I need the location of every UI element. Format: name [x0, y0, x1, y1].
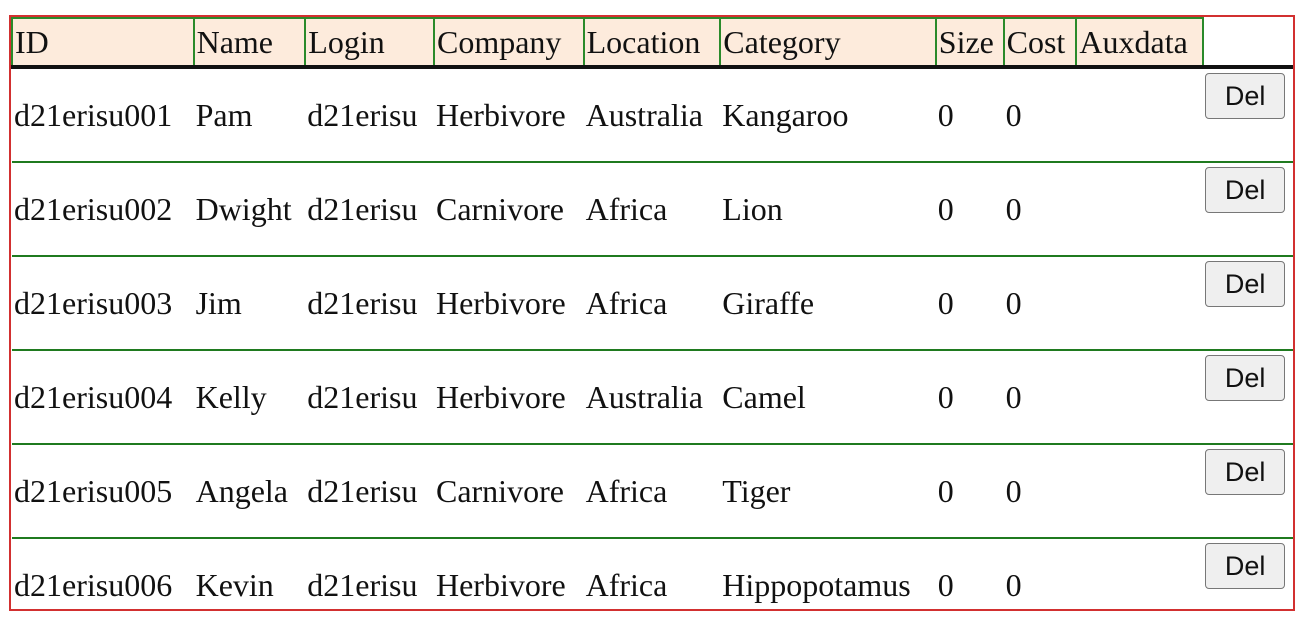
cell-category: Hippopotamus — [722, 566, 911, 603]
cell-id: d21erisu001 — [12, 67, 194, 163]
delete-button[interactable]: Del — [1205, 261, 1286, 307]
header-row: ID Name Login Company Location Category … — [11, 17, 1293, 69]
cell-login: d21erisu — [305, 162, 434, 257]
column-header-size: Size — [934, 17, 1005, 69]
cell-cost: 0 — [1003, 350, 1077, 445]
cell-name: Pam — [193, 67, 306, 163]
table-row: d21erisu001 Pam d21erisu Herbivore Austr… — [12, 67, 1293, 163]
cell-actions: Del — [1203, 67, 1293, 163]
cell-id: d21erisu003 — [12, 256, 194, 351]
cell-company: Herbivore — [433, 67, 584, 163]
cell-category: Lion — [720, 162, 936, 257]
table-row: d21erisu006 Kevin d21erisu Herbivore Afr… — [12, 538, 1293, 609]
cell-auxdata — [1076, 444, 1204, 539]
cell-id: d21erisu006 — [14, 566, 173, 603]
delete-button[interactable]: Del — [1205, 543, 1286, 589]
cell-category: Kangaroo — [720, 67, 936, 163]
cell-size: 0 — [935, 444, 1004, 539]
cell-category: Tiger — [720, 444, 936, 539]
table-container: ID Name Login Company Location Category … — [9, 15, 1295, 611]
cell-cost: 0 — [1005, 566, 1022, 603]
cell-name: Angela — [193, 444, 306, 539]
cell-location: Australia — [583, 67, 721, 163]
cell-location: Africa — [583, 444, 721, 539]
table-row: d21erisu002 Dwight d21erisu Carnivore Af… — [12, 162, 1293, 257]
cell-login: d21erisu — [305, 67, 434, 163]
table-row: d21erisu003 Jim d21erisu Herbivore Afric… — [12, 256, 1293, 351]
column-header-company: Company — [432, 17, 585, 69]
cell-cost: 0 — [1003, 256, 1077, 351]
cell-name: Kelly — [193, 350, 306, 445]
column-header-category: Category — [719, 17, 937, 69]
cell-id: d21erisu004 — [12, 350, 194, 445]
cell-company: Carnivore — [433, 162, 584, 257]
records-table: ID Name Login Company Location Category … — [11, 17, 1293, 609]
cell-size: 0 — [935, 162, 1004, 257]
cell-company: Herbivore — [435, 566, 566, 603]
cell-actions: Del — [1203, 256, 1293, 351]
cell-name: Jim — [193, 256, 306, 351]
cell-location: Africa — [585, 566, 668, 603]
table-row: d21erisu004 Kelly d21erisu Herbivore Aus… — [12, 350, 1293, 445]
column-header-id: ID — [11, 17, 195, 69]
column-header-actions — [1203, 18, 1293, 69]
column-header-login: Login — [304, 17, 435, 69]
column-header-cost: Cost — [1002, 17, 1078, 69]
cell-name: Dwight — [193, 162, 306, 257]
cell-cost: 0 — [1003, 444, 1077, 539]
cell-actions: Del — [1203, 444, 1293, 539]
cell-location: Australia — [583, 350, 721, 445]
column-header-auxdata: Auxdata — [1075, 17, 1205, 69]
cell-size: 0 — [935, 67, 1004, 163]
cell-company: Herbivore — [433, 350, 584, 445]
column-header-location: Location — [582, 17, 722, 69]
column-header-name: Name — [192, 17, 307, 69]
delete-button[interactable]: Del — [1205, 167, 1286, 213]
cell-login: d21erisu — [305, 350, 434, 445]
cell-auxdata — [1076, 162, 1204, 257]
cell-size: 0 — [935, 350, 1004, 445]
delete-button[interactable]: Del — [1205, 73, 1286, 119]
cell-login: d21erisu — [305, 256, 434, 351]
cell-category: Giraffe — [720, 256, 936, 351]
cell-actions: Del — [1203, 538, 1293, 609]
cell-auxdata — [1076, 67, 1204, 163]
cell-location: Africa — [583, 162, 721, 257]
delete-button[interactable]: Del — [1205, 449, 1286, 495]
cell-size: 0 — [937, 566, 954, 603]
cell-login: d21erisu — [305, 444, 434, 539]
cell-category: Camel — [720, 350, 936, 445]
cell-company: Carnivore — [433, 444, 584, 539]
delete-button[interactable]: Del — [1205, 355, 1286, 401]
cell-actions: Del — [1203, 350, 1293, 445]
cell-id: d21erisu002 — [12, 162, 194, 257]
cell-auxdata — [1076, 350, 1204, 445]
cell-cost: 0 — [1003, 67, 1077, 163]
cell-auxdata — [1076, 256, 1204, 351]
cell-id: d21erisu005 — [12, 444, 194, 539]
cell-login: d21erisu — [307, 566, 418, 603]
cell-location: Africa — [583, 256, 721, 351]
cell-auxdata — [1076, 538, 1203, 609]
cell-cost: 0 — [1003, 162, 1077, 257]
cell-company: Herbivore — [433, 256, 584, 351]
cell-size: 0 — [935, 256, 1004, 351]
cell-actions: Del — [1203, 162, 1293, 257]
table-row: d21erisu005 Angela d21erisu Carnivore Af… — [12, 444, 1293, 539]
cell-name: Kevin — [195, 566, 274, 603]
